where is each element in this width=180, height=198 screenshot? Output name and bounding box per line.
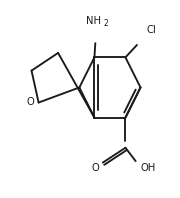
- Text: NH: NH: [86, 16, 101, 26]
- Text: 2: 2: [103, 19, 108, 28]
- Text: O: O: [26, 97, 34, 107]
- Text: OH: OH: [141, 163, 156, 173]
- Text: Cl: Cl: [147, 25, 156, 35]
- Text: O: O: [91, 163, 99, 173]
